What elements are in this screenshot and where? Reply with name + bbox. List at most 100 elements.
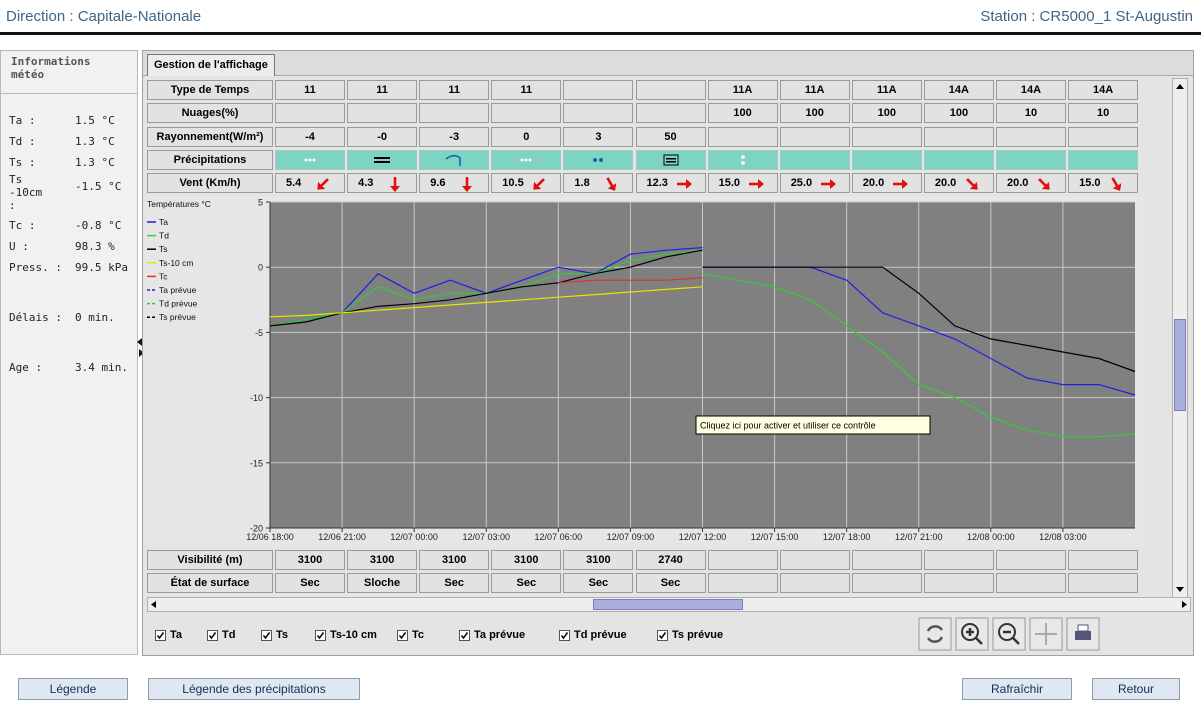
table-cell bbox=[635, 103, 706, 123]
wind-arrow bbox=[892, 179, 908, 189]
sidebar-label: Press. : bbox=[9, 261, 62, 274]
table-cell bbox=[347, 103, 418, 123]
wind-arrow bbox=[533, 178, 546, 190]
scroll-up[interactable] bbox=[1173, 79, 1187, 93]
v-scrollbar[interactable] bbox=[1172, 78, 1188, 598]
checkbox-box[interactable] bbox=[261, 629, 272, 641]
splitter-arrows bbox=[137, 338, 144, 357]
tooltip-box bbox=[695, 415, 931, 435]
sidebar-rule bbox=[1, 93, 137, 94]
table-cell: 11A bbox=[707, 80, 778, 100]
row-label: Nuages(%) bbox=[147, 103, 273, 123]
checkbox-label: Ta prévue bbox=[474, 629, 526, 641]
button[interactable]: Légende bbox=[18, 678, 128, 700]
table-cell bbox=[851, 150, 922, 170]
legend-label: Ts prévue bbox=[159, 312, 196, 322]
button[interactable]: Légende des précipitations bbox=[148, 678, 360, 700]
tooltip-text: Cliquez ici pour activer et utiliser ce … bbox=[700, 421, 876, 431]
x-tick-label: 12/06 21:00 bbox=[318, 532, 366, 542]
y-tick-label: -15 bbox=[250, 458, 263, 468]
table-cell: 10.5 bbox=[491, 173, 562, 193]
table-cell bbox=[275, 103, 345, 123]
scroll-right[interactable] bbox=[1178, 598, 1190, 611]
x-tick-label: 12/08 03:00 bbox=[1039, 532, 1087, 542]
header-station: Station : CR5000_1 St-Augustin bbox=[980, 8, 1193, 25]
table-cell bbox=[1068, 573, 1139, 593]
table-cell: 1.8 bbox=[563, 173, 634, 193]
table-cell bbox=[779, 550, 850, 570]
wind-arrow bbox=[820, 179, 836, 189]
series-line bbox=[269, 286, 703, 318]
button[interactable]: Retour bbox=[1092, 678, 1180, 700]
checkbox[interactable]: Ts-10 cm bbox=[315, 627, 377, 643]
wind-arrow bbox=[390, 177, 401, 192]
toolbar bbox=[918, 617, 1158, 651]
zoom-in-tool[interactable] bbox=[955, 617, 989, 651]
table-cell bbox=[635, 80, 706, 100]
sidebar-value: -1.5 °C bbox=[75, 180, 122, 193]
button[interactable]: Rafraîchir bbox=[962, 678, 1072, 700]
tab[interactable]: Gestion de l'affichage bbox=[147, 54, 275, 76]
table-cell bbox=[923, 127, 994, 147]
sidebar-label: Ta : bbox=[9, 114, 36, 127]
v-scroll-thumb[interactable] bbox=[1174, 319, 1186, 411]
precip-icon bbox=[304, 158, 316, 162]
checkbox-box[interactable] bbox=[207, 629, 218, 641]
checkbox-box[interactable] bbox=[397, 629, 408, 641]
table-cell: -0 bbox=[347, 127, 418, 147]
table-cell: Sec bbox=[491, 573, 562, 593]
table-cell bbox=[996, 150, 1066, 170]
print-tool[interactable] bbox=[1066, 617, 1100, 651]
checkbox-box[interactable] bbox=[315, 629, 326, 641]
table-cell: 100 bbox=[707, 103, 778, 123]
checkbox-label: Tc bbox=[412, 629, 425, 641]
checkbox[interactable]: Td bbox=[207, 627, 235, 643]
x-tick-label: 12/07 03:00 bbox=[462, 532, 510, 542]
wind-arrow bbox=[1038, 178, 1050, 190]
scroll-left[interactable] bbox=[148, 598, 160, 611]
table-cell bbox=[491, 103, 562, 123]
wind-arrow bbox=[1111, 177, 1122, 191]
checkbox[interactable]: Tc bbox=[397, 627, 424, 643]
arrow-right bbox=[139, 349, 144, 357]
checkbox[interactable]: Td prévue bbox=[559, 627, 627, 643]
pan-tool[interactable] bbox=[1029, 617, 1063, 651]
x-tick-label: 12/06 18:00 bbox=[246, 532, 294, 542]
table-cell: 4.3 bbox=[347, 173, 418, 193]
zoom-out-tool[interactable] bbox=[992, 617, 1026, 651]
table-cell bbox=[1068, 550, 1139, 570]
table-cell bbox=[779, 573, 850, 593]
header-direction: Direction : Capitale-Nationale bbox=[6, 8, 202, 25]
table-cell: 100 bbox=[851, 103, 922, 123]
table-cell bbox=[1068, 127, 1139, 147]
checkbox[interactable]: Ta bbox=[155, 627, 182, 643]
checkbox[interactable]: Ta prévue bbox=[459, 627, 525, 643]
table-cell bbox=[707, 127, 778, 147]
table-cell bbox=[419, 150, 490, 170]
sidebar-value: 98.3 % bbox=[75, 240, 115, 253]
checkbox-box[interactable] bbox=[559, 629, 570, 641]
h-scrollbar[interactable] bbox=[147, 597, 1191, 612]
sidebar-value: 1.5 °C bbox=[75, 114, 115, 127]
legend-label: Ts-10 cm bbox=[159, 258, 193, 268]
table-cell: -3 bbox=[419, 127, 490, 147]
sidebar-label: Tc : bbox=[9, 219, 36, 232]
table-cell: 14A bbox=[996, 80, 1066, 100]
wind-arrow bbox=[676, 179, 692, 189]
checkbox-box[interactable] bbox=[459, 629, 470, 641]
checkbox[interactable]: Ts bbox=[261, 627, 288, 643]
precip-icon bbox=[520, 158, 532, 162]
table-cell: 100 bbox=[779, 103, 850, 123]
checkbox-box[interactable] bbox=[155, 629, 166, 641]
legend-label: Td bbox=[159, 231, 169, 241]
scroll-down[interactable] bbox=[1173, 583, 1187, 597]
sidebar-value: 1.3 °C bbox=[75, 156, 115, 169]
h-scroll-thumb[interactable] bbox=[593, 599, 743, 610]
refresh-tool[interactable] bbox=[918, 617, 952, 651]
checkbox[interactable]: Ts prévue bbox=[657, 627, 723, 643]
sidebar-label: Ts : bbox=[9, 156, 36, 169]
table-cell: 15.0 bbox=[1068, 173, 1139, 193]
checkbox-box[interactable] bbox=[657, 629, 668, 641]
